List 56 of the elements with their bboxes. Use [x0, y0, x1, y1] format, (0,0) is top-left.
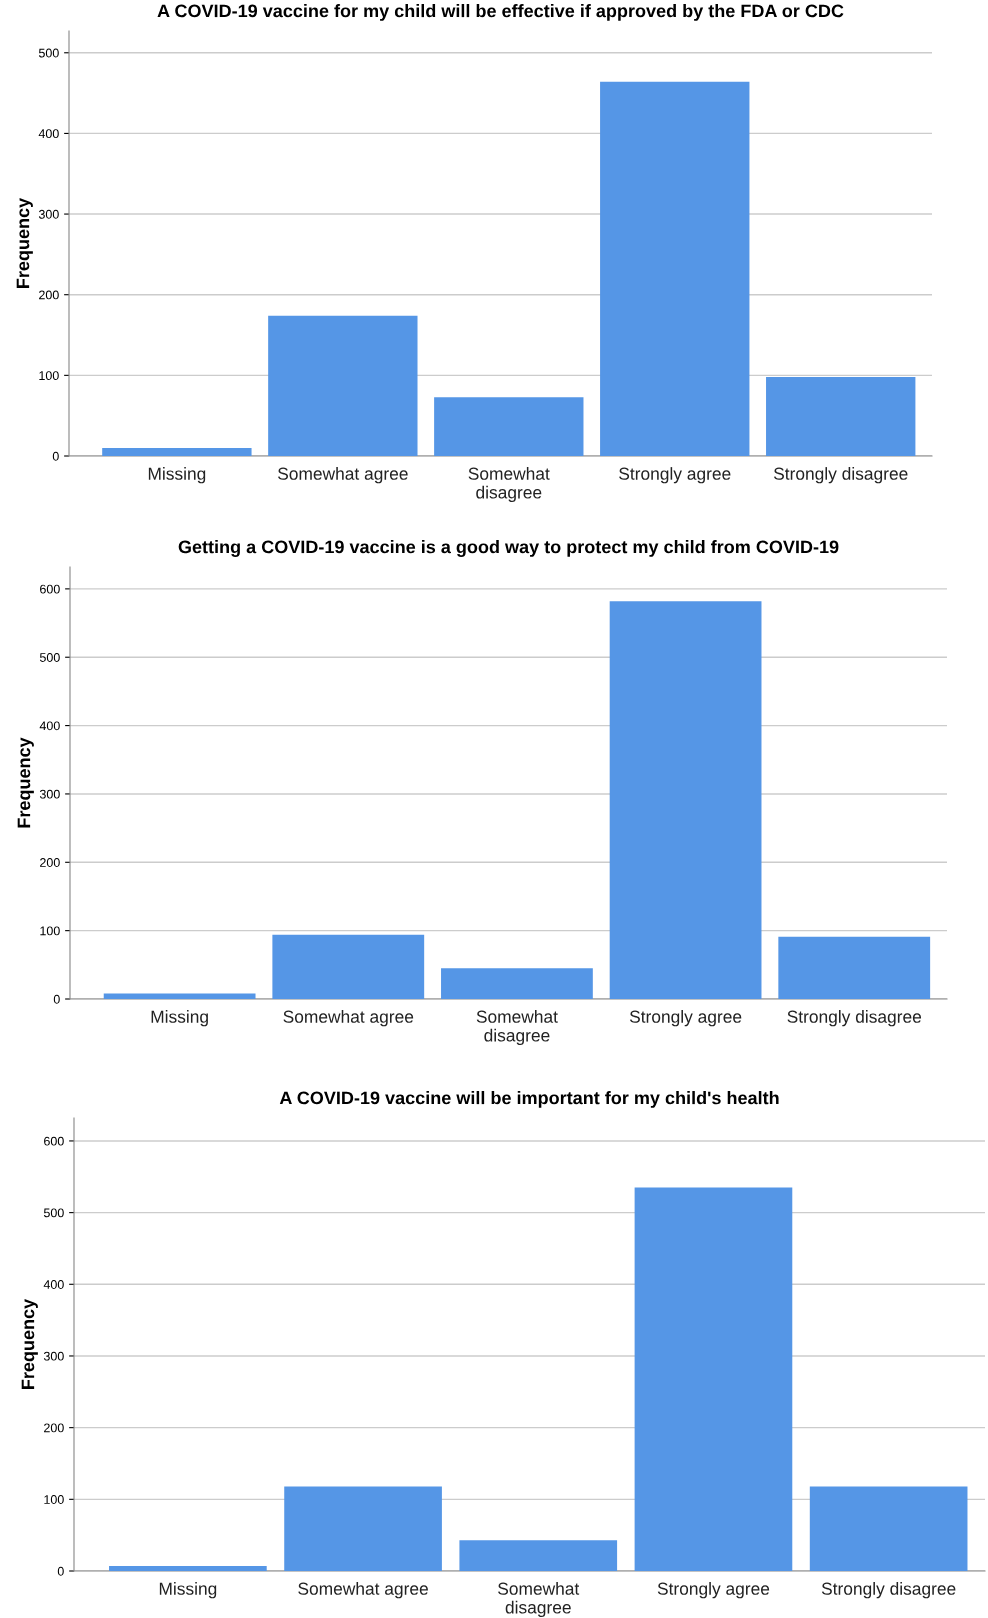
bar	[609, 601, 762, 999]
bar	[434, 397, 584, 456]
bar	[441, 968, 593, 999]
y-tick-label: 300	[38, 209, 59, 219]
chart-title: A COVID-19 vaccine will be important for my child's health	[279, 1091, 779, 1108]
bar	[272, 934, 425, 999]
x-tick-label: Somewhat agree	[298, 1582, 428, 1599]
x-tick-label: Strongly disagree	[821, 1582, 956, 1599]
y-tick-label: 200	[40, 858, 60, 867]
bar	[600, 81, 750, 456]
y-tick-label: 300	[39, 789, 60, 799]
y-tick-label: 0	[52, 451, 59, 461]
y-axis-title: Frequency	[21, 1298, 38, 1389]
y-tick-label: 200	[39, 290, 59, 300]
y-tick-label: 500	[39, 653, 60, 662]
x-tick-label: Strongly disagree	[787, 1010, 922, 1027]
y-tick-label: 300	[43, 1351, 64, 1361]
x-tick-label: Strongly disagree	[773, 467, 908, 484]
y-tick-label: 500	[43, 1208, 64, 1218]
y-tick-label: 100	[40, 926, 60, 936]
x-tick-label: Missing	[159, 1582, 217, 1599]
bar	[778, 936, 931, 999]
x-tick-label: Missing	[148, 467, 206, 484]
bar	[103, 993, 256, 999]
y-tick-label: 600	[44, 1136, 64, 1146]
y-tick-label: 0	[53, 994, 60, 1004]
x-tick-label: Somewhat disagree	[498, 1582, 580, 1617]
y-tick-label: 100	[44, 1495, 64, 1504]
bar	[109, 1565, 267, 1571]
bar	[459, 1540, 618, 1571]
x-tick-label: Somewhat disagree	[476, 1010, 558, 1045]
y-tick-label: 400	[39, 721, 60, 731]
y-axis-title: Frequency	[16, 197, 33, 288]
x-tick-label: Somewhat agree	[283, 1010, 414, 1027]
chart-title: Getting a COVID-19 vaccine is a good way to protect my child from COVID-19	[178, 540, 839, 557]
y-tick-label: 500	[38, 48, 59, 58]
x-tick-label: Somewhat disagree	[468, 467, 550, 502]
y-tick-label: 400	[43, 1280, 64, 1289]
y-tick-label: 200	[44, 1423, 64, 1433]
chart-title: A COVID-19 vaccine for my child will be effective if approved by the FDA or CDC	[157, 4, 844, 21]
bar	[809, 1486, 968, 1571]
bar	[102, 447, 252, 456]
bar	[268, 315, 418, 456]
x-tick-label: Strongly agree	[629, 1010, 742, 1027]
y-tick-label: 600	[40, 584, 60, 594]
y-axis-title: Frequency	[17, 737, 34, 828]
x-tick-label: Strongly agree	[619, 467, 731, 484]
x-tick-label: Somewhat agree	[278, 467, 408, 484]
bar	[634, 1187, 793, 1571]
y-tick-label: 0	[57, 1566, 64, 1576]
bar	[766, 376, 916, 456]
bar	[284, 1486, 442, 1571]
x-tick-label: Strongly agree	[657, 1582, 770, 1599]
y-tick-label: 400	[38, 129, 59, 139]
y-tick-label: 100	[39, 371, 59, 381]
x-tick-label: Missing	[151, 1010, 208, 1027]
